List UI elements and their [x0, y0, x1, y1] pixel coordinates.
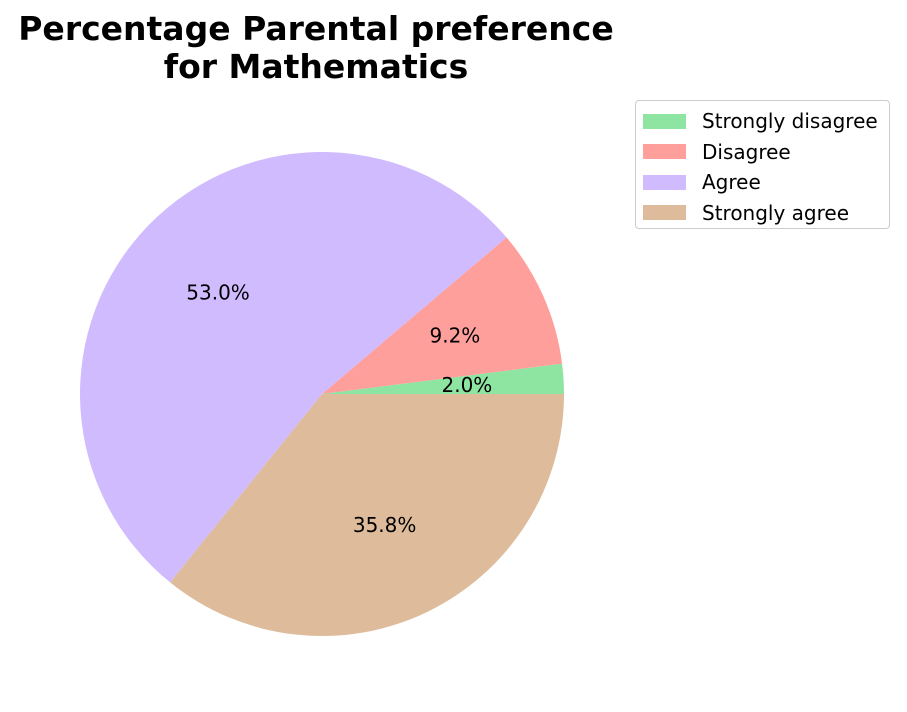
pie-label-strongly-disagree: 2.0%: [442, 373, 493, 397]
legend-swatch: [643, 174, 686, 190]
legend-swatch: [643, 113, 686, 129]
legend-label: Strongly agree: [702, 200, 850, 225]
pie-percent-labels: 2.0% 9.2% 53.0% 35.8%: [186, 281, 492, 537]
legend-swatch: [643, 144, 686, 160]
pie-label-strongly-agree: 35.8%: [353, 513, 417, 537]
pie-slice-disagree: [322, 237, 563, 394]
chart-title-line-1: Percentage Parental preference: [18, 9, 614, 48]
pie-label-agree: 53.0%: [186, 281, 250, 305]
pie-label-disagree: 9.2%: [429, 323, 480, 347]
legend-label: Strongly disagree: [702, 109, 878, 134]
pie-slice-agree: [79, 151, 507, 583]
legend-item-disagree: Disagree: [636, 137, 889, 168]
pie-slices: [79, 151, 564, 636]
pie-slice-strongly-disagree: [322, 363, 564, 394]
legend-swatch: [643, 205, 686, 221]
legend-item-strongly-agree: Strongly agree: [636, 198, 889, 229]
legend-item-strongly-disagree: Strongly disagree: [636, 106, 889, 137]
legend-label: Agree: [702, 170, 761, 195]
legend: Strongly disagree Disagree Agree Strongl…: [635, 100, 890, 229]
pie-slice-strongly-agree: [170, 394, 564, 636]
chart-title: Percentage Parental preference for Mathe…: [0, 10, 632, 86]
legend-label: Disagree: [702, 139, 791, 164]
legend-item-agree: Agree: [636, 167, 889, 198]
chart-title-line-2: for Mathematics: [163, 47, 469, 86]
